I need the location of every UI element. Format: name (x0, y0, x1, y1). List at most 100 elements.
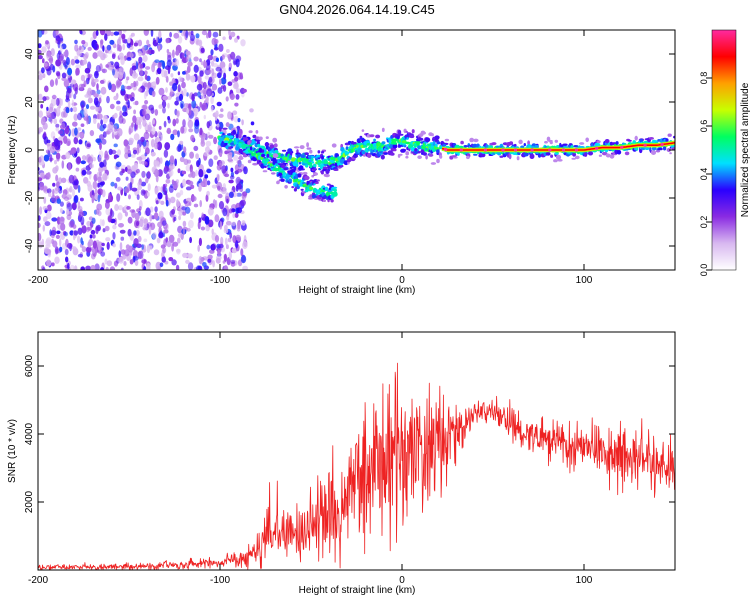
track-speck (247, 159, 252, 164)
noise-speck (126, 206, 131, 210)
noise-speck (85, 104, 90, 110)
track-speck (513, 143, 517, 147)
noise-speck (129, 249, 133, 256)
noise-speck (186, 65, 191, 73)
track-speck (473, 138, 479, 143)
track-speck (405, 151, 410, 156)
noise-speck (140, 136, 145, 142)
noise-speck (204, 75, 210, 80)
noise-speck (83, 59, 88, 65)
track-speck (585, 137, 589, 143)
track-speck (306, 147, 312, 150)
track-speck (224, 142, 228, 146)
snr-frame (37, 331, 676, 571)
noise-speck (58, 136, 65, 142)
noise-speck (144, 74, 148, 80)
noise-speck (46, 68, 52, 76)
noise-speck (141, 244, 144, 250)
track-speck (274, 150, 278, 154)
track-speck (390, 152, 395, 156)
noise-speck (117, 128, 123, 137)
noise-speck (165, 38, 170, 44)
noise-speck (137, 250, 144, 259)
noise-speck (97, 241, 103, 246)
noise-speck (235, 58, 240, 68)
track-speck (579, 142, 585, 145)
noise-speck (199, 127, 203, 136)
noise-speck (102, 123, 107, 129)
noise-speck (179, 156, 185, 163)
track-speck (288, 155, 292, 159)
track-speck (571, 157, 576, 160)
track-speck (374, 148, 377, 153)
noise-speck (106, 44, 112, 51)
noise-speck (115, 161, 122, 168)
branch-speck (245, 143, 249, 148)
noise-speck (105, 208, 111, 216)
noise-speck (134, 100, 139, 106)
noise-speck (43, 136, 49, 145)
noise-speck (200, 47, 205, 53)
track-speck (428, 153, 434, 157)
noise-speck (218, 201, 225, 210)
branch-speck (304, 175, 310, 181)
noise-speck (56, 181, 60, 189)
branch-speck (313, 183, 316, 186)
noise-speck (172, 241, 179, 247)
branch-speck (262, 170, 268, 173)
noise-speck (167, 116, 171, 121)
track-speck (420, 149, 425, 154)
noise-speck (77, 227, 83, 235)
noise-speck (169, 157, 175, 166)
noise-speck (124, 249, 130, 257)
noise-speck (42, 206, 48, 211)
noise-speck (120, 236, 125, 241)
noise-speck (61, 177, 67, 183)
noise-speck (93, 114, 98, 120)
noise-speck (89, 130, 95, 137)
noise-speck (167, 102, 170, 109)
noise-speck (73, 113, 78, 121)
noise-speck (219, 221, 223, 230)
noise-speck (202, 88, 208, 96)
track-speck (239, 129, 243, 134)
noise-speck (101, 219, 105, 227)
noise-speck (182, 211, 187, 216)
noise-speck (91, 194, 95, 204)
colorbar-tick-label: 0.4 (699, 168, 709, 181)
track-speck (293, 146, 300, 149)
branch-speck (264, 165, 267, 168)
noise-speck (167, 95, 172, 100)
noise-speck (115, 177, 121, 182)
noise-speck (152, 119, 156, 125)
noise-speck (186, 108, 190, 115)
noise-speck (157, 61, 162, 69)
noise-speck (214, 235, 220, 243)
noise-speck (84, 52, 89, 59)
track-speck (436, 149, 440, 154)
branch-speck (330, 199, 334, 203)
noise-speck (77, 253, 83, 258)
noise-speck (38, 126, 44, 133)
noise-speck (147, 183, 151, 192)
noise-speck (97, 244, 101, 251)
noise-speck (207, 258, 212, 263)
noise-speck (227, 81, 233, 86)
noise-speck (193, 92, 198, 97)
noise-speck (80, 266, 85, 270)
noise-speck (59, 246, 63, 253)
noise-speck (107, 124, 111, 131)
noise-speck (40, 104, 44, 109)
noise-speck (98, 166, 104, 173)
track-speck (430, 133, 434, 137)
noise-speck (55, 59, 61, 67)
noise-speck (217, 249, 221, 255)
branch-speck (308, 197, 314, 200)
noise-speck (120, 267, 124, 270)
track-speck (383, 152, 388, 155)
noise-speck (166, 240, 172, 248)
track-speck (225, 122, 230, 128)
noise-speck (191, 93, 195, 102)
noise-speck (97, 50, 103, 57)
